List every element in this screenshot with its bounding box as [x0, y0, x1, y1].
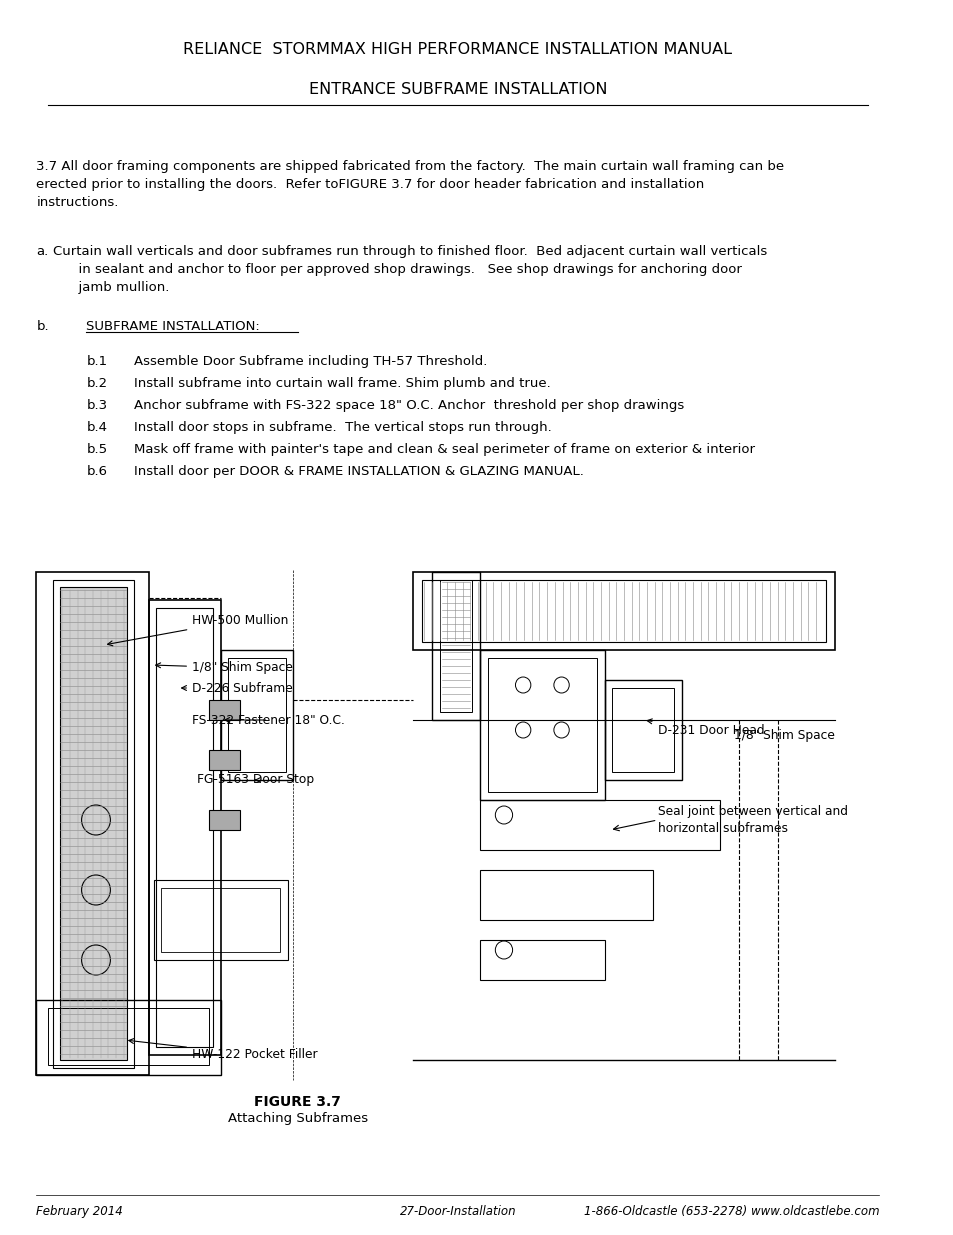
Text: Curtain wall verticals and door subframes run through to finished floor.  Bed ad: Curtain wall verticals and door subframe…: [52, 245, 766, 294]
Text: FIGURE 3.7: FIGURE 3.7: [253, 1095, 340, 1109]
Text: Install door stops in subframe.  The vertical stops run through.: Install door stops in subframe. The vert…: [134, 421, 552, 433]
Text: D-231 Door Head: D-231 Door Head: [646, 719, 763, 736]
Text: 3.7 All door framing components are shipped fabricated from the factory.  The ma: 3.7 All door framing components are ship…: [36, 161, 783, 209]
Text: 1/8" Shim Space: 1/8" Shim Space: [155, 662, 293, 674]
Text: 1-866-Oldcastle (653-2278) www.oldcastlebe.com: 1-866-Oldcastle (653-2278) www.oldcastle…: [583, 1205, 879, 1218]
Text: Attaching Subframes: Attaching Subframes: [227, 1112, 367, 1125]
Text: 1/8" Shim Space: 1/8" Shim Space: [734, 729, 834, 741]
Text: b.6: b.6: [87, 466, 108, 478]
Text: RELIANCE  STORMMAX HIGH PERFORMANCE INSTALLATION MANUAL: RELIANCE STORMMAX HIGH PERFORMANCE INSTA…: [183, 42, 732, 57]
Text: b.3: b.3: [87, 399, 108, 412]
Text: Seal joint between vertical and
horizontal subframes: Seal joint between vertical and horizont…: [657, 805, 846, 835]
Text: HW-500 Mullion: HW-500 Mullion: [108, 614, 288, 646]
Text: Assemble Door Subframe including TH-57 Threshold.: Assemble Door Subframe including TH-57 T…: [134, 354, 487, 368]
Text: b.5: b.5: [87, 443, 108, 456]
Polygon shape: [59, 587, 127, 1060]
Text: Install subframe into curtain wall frame. Shim plumb and true.: Install subframe into curtain wall frame…: [134, 377, 551, 390]
Text: D-226 Subframe: D-226 Subframe: [181, 682, 293, 694]
Text: February 2014: February 2014: [36, 1205, 123, 1218]
Text: ENTRANCE SUBFRAME INSTALLATION: ENTRANCE SUBFRAME INSTALLATION: [309, 82, 606, 98]
Text: HW-122 Pocket Filler: HW-122 Pocket Filler: [129, 1039, 317, 1062]
Text: FS-322 Fastener 18" O.C.: FS-322 Fastener 18" O.C.: [192, 714, 344, 726]
Polygon shape: [209, 750, 240, 769]
Polygon shape: [209, 700, 240, 720]
Text: b.: b.: [36, 320, 49, 333]
Text: 27-Door-Installation: 27-Door-Installation: [399, 1205, 516, 1218]
Text: b.4: b.4: [87, 421, 108, 433]
Text: b.1: b.1: [87, 354, 108, 368]
Text: SUBFRAME INSTALLATION:: SUBFRAME INSTALLATION:: [87, 320, 260, 333]
Text: Mask off frame with painter's tape and clean & seal perimeter of frame on exteri: Mask off frame with painter's tape and c…: [134, 443, 755, 456]
Polygon shape: [209, 810, 240, 830]
Text: Anchor subframe with FS-322 space 18" O.C. Anchor  threshold per shop drawings: Anchor subframe with FS-322 space 18" O.…: [134, 399, 684, 412]
Text: b.2: b.2: [87, 377, 108, 390]
Text: FG-5163 Door Stop: FG-5163 Door Stop: [196, 773, 314, 787]
Text: a.: a.: [36, 245, 49, 258]
Text: Install door per DOOR & FRAME INSTALLATION & GLAZING MANUAL.: Install door per DOOR & FRAME INSTALLATI…: [134, 466, 583, 478]
